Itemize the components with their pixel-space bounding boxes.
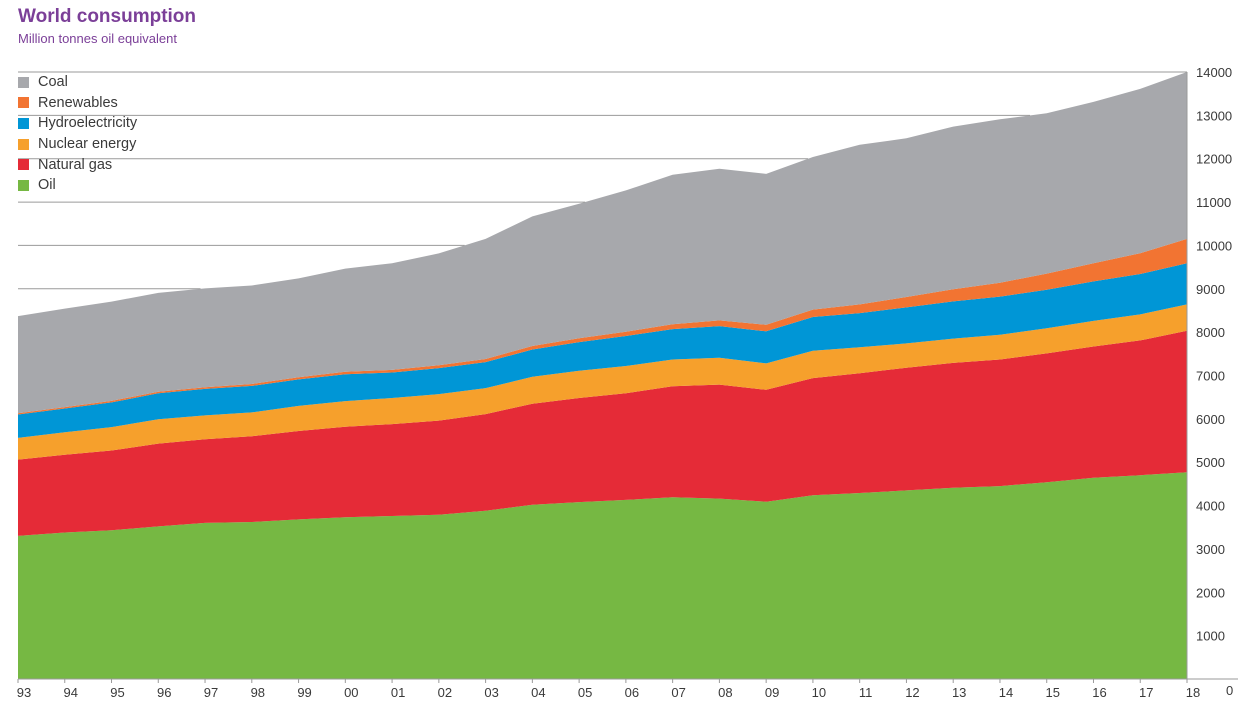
area-series-natural-gas	[18, 330, 1187, 536]
legend-label: Renewables	[38, 94, 118, 111]
x-tick-label: 07	[671, 685, 685, 700]
y-tick-label: 5000	[1196, 455, 1225, 470]
x-tick-label: 98	[251, 685, 265, 700]
area-series-coal	[18, 72, 1187, 414]
legend-swatch	[18, 159, 29, 171]
x-tick-label: 08	[718, 685, 732, 700]
area-series-renewables	[18, 238, 1187, 415]
legend-item-oil: Oil	[18, 175, 137, 196]
x-tick-label: 02	[438, 685, 452, 700]
x-tick-label: 14	[999, 685, 1013, 700]
y-tick-label: 11000	[1196, 195, 1231, 210]
y-tick-label: 13000	[1196, 108, 1232, 123]
y-tick-label: 10000	[1196, 238, 1232, 253]
x-tick-label: 15	[1045, 685, 1059, 700]
legend-item-nuclear-energy: Nuclear energy	[18, 134, 137, 155]
legend-swatch	[18, 179, 29, 191]
legend-label: Coal	[38, 74, 68, 91]
legend-swatch	[18, 97, 29, 109]
chart-title: World consumption	[18, 6, 197, 27]
y-tick-label: 7000	[1196, 369, 1225, 384]
x-axis-ticks: 93 94 95 96 97 98 99 00 01 02 03 04 05 06 07 08 09 10 11 12…	[17, 679, 1200, 700]
y-tick-label: 1000	[1196, 629, 1225, 644]
x-tick-label: 06	[625, 685, 639, 700]
x-tick-label: 97	[204, 685, 218, 700]
y-axis-ticks: 0 1000 2000 3000 4000 5000 6000 7000 8000 9000 100…	[1196, 65, 1233, 698]
y-tick-label: 6000	[1196, 412, 1225, 427]
gridlines	[18, 71, 1238, 680]
x-tick-label: 16	[1092, 685, 1106, 700]
y-tick-label: 12000	[1196, 152, 1232, 167]
area-series-oil	[18, 472, 1187, 679]
x-tick-label: 11	[859, 685, 873, 700]
x-tick-label: 13	[952, 685, 966, 700]
y-tick-label: 8000	[1196, 325, 1225, 340]
chart-legend: Coal Renewables Hydroelectricity Nuclear en…	[18, 72, 137, 196]
x-tick-label: 96	[157, 685, 171, 700]
area-series-nuclear-energy	[18, 304, 1187, 460]
x-tick-label: 95	[110, 685, 124, 700]
chart-subtitle: Million tonnes oil equivalent	[18, 31, 177, 46]
legend-label: Natural gas	[38, 156, 113, 173]
x-tick-label: 93	[17, 685, 31, 700]
x-tick-label: 17	[1139, 685, 1153, 700]
legend-item-renewables: Renewables	[18, 93, 137, 114]
legend-item-natural-gas: Natural gas	[18, 154, 137, 175]
y-tick-label: 0	[1226, 683, 1233, 698]
x-tick-label: 03	[484, 685, 498, 700]
area-layers	[18, 72, 1187, 679]
x-tick-label: 18	[1186, 685, 1200, 700]
y-tick-label: 4000	[1196, 499, 1225, 514]
x-tick-label: 12	[905, 685, 919, 700]
legend-item-coal: Coal	[18, 72, 137, 93]
legend-label: Oil	[38, 177, 56, 194]
legend-swatch	[18, 117, 29, 129]
legend-label: Nuclear energy	[38, 136, 137, 153]
y-tick-label: 3000	[1196, 542, 1225, 557]
x-tick-label: 01	[391, 685, 405, 700]
x-tick-label: 09	[765, 685, 779, 700]
y-tick-label: 9000	[1196, 282, 1225, 297]
x-tick-label: 10	[812, 685, 826, 700]
x-tick-label: 94	[64, 685, 78, 700]
legend-label: Hydroelectricity	[38, 115, 138, 132]
legend-swatch	[18, 76, 29, 88]
area-series-hydroelectricity	[18, 263, 1187, 438]
y-tick-label: 14000	[1196, 65, 1232, 80]
x-tick-label: 05	[578, 685, 592, 700]
legend-swatch	[18, 138, 29, 150]
x-tick-label: 99	[297, 685, 311, 700]
x-tick-label: 00	[344, 685, 358, 700]
legend-item-hydroelectricity: Hydroelectricity	[18, 113, 137, 134]
y-tick-label: 2000	[1196, 585, 1225, 600]
x-tick-label: 04	[531, 685, 545, 700]
